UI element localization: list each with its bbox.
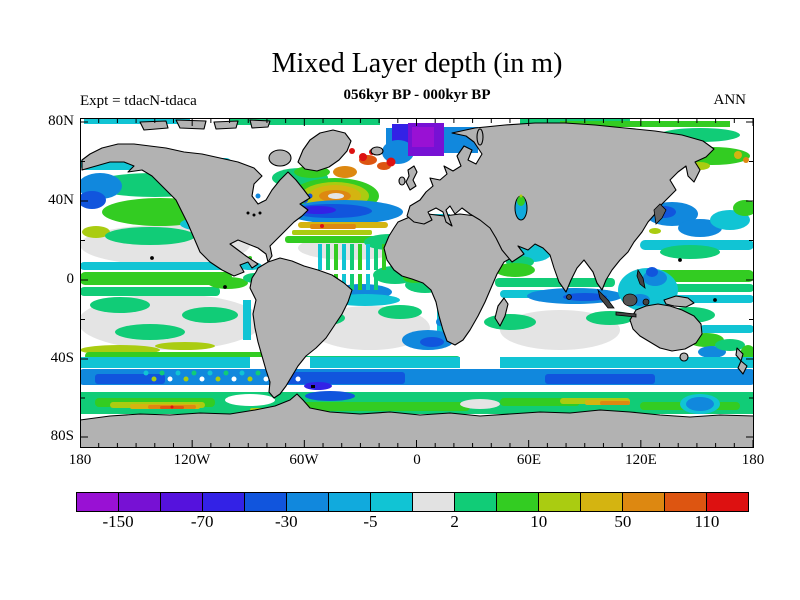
arctic-islands xyxy=(175,119,207,130)
colorbar-tick-label: -150 xyxy=(102,512,134,531)
japan xyxy=(653,203,667,225)
antarctica xyxy=(80,393,754,448)
x-tick-label: 0 xyxy=(413,452,421,468)
colorbar-cell xyxy=(286,492,329,512)
colorbar-tick-label: -30 xyxy=(274,512,298,531)
colorbar-cell xyxy=(76,492,119,512)
colorbar-tick-label: 50 xyxy=(614,512,632,531)
colorbar-tick-label: 2 xyxy=(450,512,459,531)
map-frame-ticks xyxy=(80,119,754,447)
season-label: ANN xyxy=(713,92,747,108)
x-tick-label: 60E xyxy=(516,452,542,468)
ireland xyxy=(398,176,406,186)
figure-subtitle: 056kyr BP - 000kyr BP xyxy=(343,87,491,103)
novaya-zemlya xyxy=(476,128,484,146)
inland-seas xyxy=(514,194,528,221)
colorbar xyxy=(76,492,749,512)
british-isles xyxy=(405,165,418,191)
island-speck xyxy=(713,298,717,302)
colorbar-cell xyxy=(118,492,161,512)
island-speck xyxy=(223,285,227,289)
island-speck xyxy=(678,258,682,262)
colorbar-cell xyxy=(496,492,539,512)
colorbar-cell xyxy=(622,492,665,512)
y-tick-label: 40S xyxy=(50,350,74,366)
philippines xyxy=(636,268,646,289)
experiment-label: Expt = tdacN-tdaca xyxy=(80,93,197,109)
sri-lanka xyxy=(566,294,572,300)
y-tick-label: 40N xyxy=(48,192,74,208)
colorbar-cell xyxy=(328,492,371,512)
x-tick-label: 60W xyxy=(289,452,319,468)
southern-ocean-dot-pattern xyxy=(143,370,301,382)
sulawesi xyxy=(642,298,650,306)
new-zealand xyxy=(737,360,748,375)
baffin-island xyxy=(268,149,292,167)
iceland xyxy=(370,146,384,156)
arctic-islands xyxy=(213,120,239,130)
colorbar-tick-label: -70 xyxy=(190,512,214,531)
colorbar-cell xyxy=(370,492,413,512)
great-lakes xyxy=(246,211,250,215)
x-tick-label: 180 xyxy=(68,452,92,468)
colorbar-cell xyxy=(202,492,245,512)
colorbar-cell xyxy=(580,492,623,512)
java xyxy=(615,311,637,318)
arctic-islands xyxy=(139,120,169,131)
north-america xyxy=(81,143,311,277)
small-islands xyxy=(150,203,717,318)
colorbar-cell xyxy=(706,492,749,512)
y-tick-label: 0 xyxy=(66,271,75,287)
borneo xyxy=(622,293,638,307)
tasmania xyxy=(679,352,689,362)
continents xyxy=(80,119,754,448)
x-tick-label: 180 xyxy=(741,452,765,468)
colorbar-tick-label: 10 xyxy=(530,512,548,531)
great-lakes xyxy=(252,213,256,217)
australia xyxy=(629,303,703,352)
x-tick-label: 120W xyxy=(173,452,211,468)
sumatra xyxy=(597,288,615,309)
y-tick-label: 80N xyxy=(48,113,74,129)
madagascar xyxy=(494,297,509,327)
colorbar-tick-label: 110 xyxy=(694,512,720,531)
new-guinea xyxy=(663,295,695,308)
island-speck xyxy=(150,256,154,260)
greenland xyxy=(297,129,352,172)
colorbar-cell xyxy=(160,492,203,512)
colorbar-cell xyxy=(538,492,581,512)
colorbar-cell xyxy=(454,492,497,512)
y-tick-label: 80S xyxy=(50,428,74,444)
world-map xyxy=(80,118,754,448)
south-america xyxy=(249,257,353,399)
colorbar-tick-label: -5 xyxy=(363,512,378,531)
colorbar-cell xyxy=(412,492,455,512)
x-tick-label: 120E xyxy=(625,452,657,468)
figure-title: Mixed Layer depth (in m) xyxy=(271,48,563,79)
arctic-islands xyxy=(249,119,271,129)
great-lakes xyxy=(258,211,262,215)
colorbar-cell xyxy=(244,492,287,512)
eurasia xyxy=(406,122,715,293)
map-frame xyxy=(80,118,754,448)
colorbar-cell xyxy=(664,492,707,512)
